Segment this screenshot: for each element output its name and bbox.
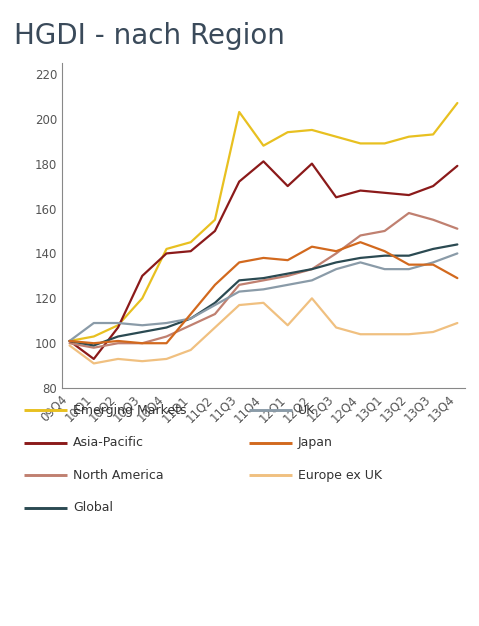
Text: Global: Global <box>73 501 113 514</box>
Text: Asia-Pacific: Asia-Pacific <box>73 436 144 449</box>
Text: Japan: Japan <box>298 436 333 449</box>
Text: Europe ex UK: Europe ex UK <box>298 469 382 481</box>
Text: Emerging Markets: Emerging Markets <box>73 404 186 416</box>
Text: UK: UK <box>298 404 315 416</box>
Text: HGDI - nach Region: HGDI - nach Region <box>14 22 285 50</box>
Text: North America: North America <box>73 469 163 481</box>
